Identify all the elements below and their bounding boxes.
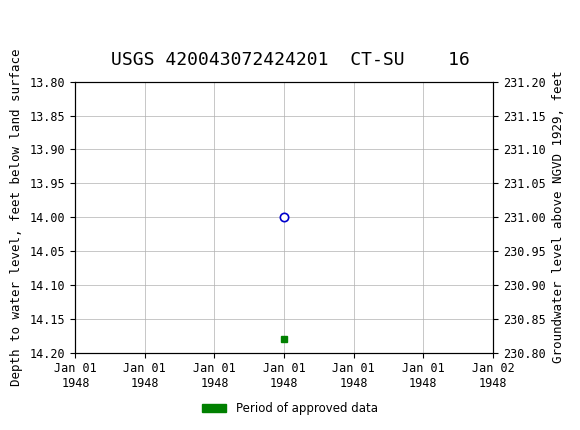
Y-axis label: Depth to water level, feet below land surface: Depth to water level, feet below land su…: [10, 49, 23, 386]
FancyBboxPatch shape: [6, 5, 75, 46]
Text: USGS 420043072424201  CT-SU    16: USGS 420043072424201 CT-SU 16: [111, 51, 469, 69]
Y-axis label: Groundwater level above NGVD 1929, feet: Groundwater level above NGVD 1929, feet: [552, 71, 566, 363]
Text: ≡USGS: ≡USGS: [12, 16, 70, 35]
Legend: Period of approved data: Period of approved data: [198, 397, 382, 420]
